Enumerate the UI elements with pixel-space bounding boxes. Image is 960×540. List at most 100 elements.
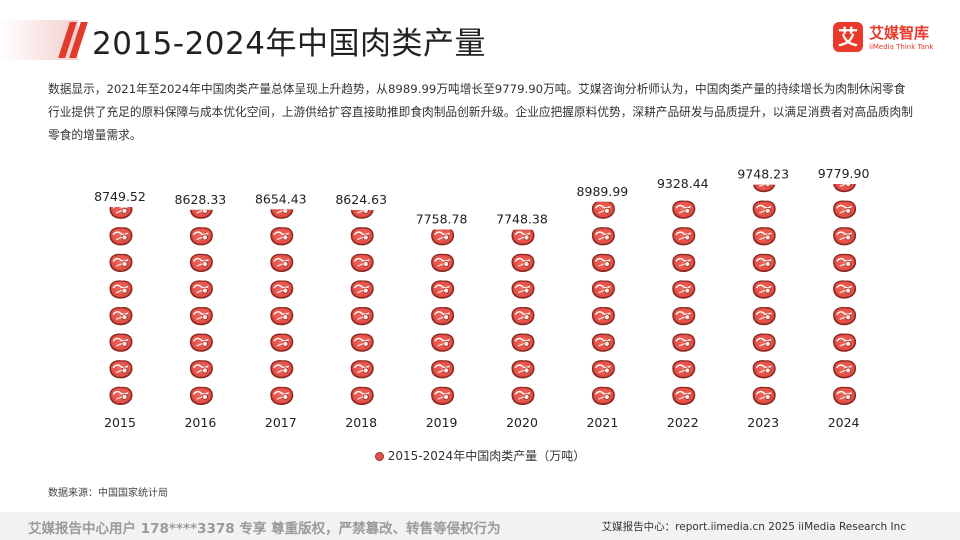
- x-tick-label: 2015: [104, 415, 136, 430]
- steak-icon: [752, 280, 776, 299]
- steak-icon: [511, 386, 535, 405]
- steak-icon: [511, 253, 535, 272]
- steak-icon: [351, 147, 374, 165]
- steak-icon: [431, 386, 455, 405]
- steak-icon: [431, 280, 455, 299]
- steak-icon: [270, 280, 294, 299]
- data-label: 7748.38: [496, 212, 548, 227]
- steak-icon: [189, 209, 213, 219]
- bar-2017: [270, 174, 294, 405]
- data-label: 9328.44: [657, 176, 709, 191]
- steak-icon: [512, 147, 535, 165]
- steak-icon: [672, 227, 696, 246]
- bar-2018: [350, 147, 374, 405]
- x-tick-label: 2019: [426, 415, 458, 430]
- steak-icon: [752, 253, 776, 272]
- steak-icon: [752, 360, 776, 379]
- steak-icon: [431, 229, 455, 246]
- steak-icon: [753, 147, 776, 165]
- steak-icon: [672, 386, 696, 405]
- steak-icon: [591, 306, 615, 326]
- steak-icon: [833, 200, 857, 219]
- steak-icon: [752, 200, 776, 219]
- data-label: 8989.99: [577, 184, 629, 199]
- steak-icon: [833, 280, 857, 299]
- x-tick-label: 2020: [506, 415, 538, 430]
- steak-icon: [109, 227, 133, 246]
- steak-icon: [270, 306, 294, 326]
- steak-icon: [672, 306, 696, 326]
- x-tick-label: 2021: [586, 415, 618, 430]
- legend-label: 2015-2024年中国肉类产量（万吨）: [387, 449, 586, 463]
- steak-icon: [270, 333, 294, 352]
- steak-icon: [270, 227, 294, 246]
- steak-icon: [511, 360, 535, 379]
- steak-icon: [270, 253, 294, 272]
- x-tick-label: 2023: [747, 415, 779, 430]
- steak-icon: [350, 306, 374, 326]
- steak-icon: [752, 333, 776, 352]
- logo-name-en: iiMedia Think Tank: [869, 43, 934, 51]
- steak-icon: [833, 333, 857, 352]
- steak-icon: [350, 360, 374, 379]
- logo-name-cn: 艾媒智库: [869, 24, 930, 42]
- steak-legend-icon: [374, 452, 384, 461]
- footer: 艾媒报告中心用户 178****3378 专享 尊重版权，严禁篡改、转售等侵权行…: [0, 512, 960, 540]
- x-tick-label: 2022: [667, 415, 699, 430]
- steak-icon: [189, 333, 213, 352]
- steak-icon: [431, 253, 455, 272]
- chart-legend: 2015-2024年中国肉类产量（万吨）: [0, 447, 960, 464]
- x-tick-label: 2018: [345, 415, 377, 430]
- steak-icon: [110, 147, 133, 165]
- steak-icon: [833, 227, 857, 246]
- data-label: 7758.78: [416, 211, 468, 226]
- steak-icon: [833, 253, 857, 272]
- data-source: 数据来源：中国国家统计局: [48, 488, 168, 499]
- steak-icon: [190, 174, 213, 192]
- data-label: 8628.33: [175, 192, 227, 207]
- steak-icon: [512, 174, 535, 192]
- bar-2024: [833, 147, 857, 405]
- steak-icon: [833, 386, 857, 405]
- steak-icon: [270, 386, 294, 405]
- steak-icon: [270, 209, 294, 219]
- x-tick-label: 2024: [828, 415, 860, 430]
- steak-icon: [431, 360, 455, 379]
- steak-icon: [431, 333, 455, 352]
- steak-icon: [833, 184, 856, 193]
- steak-icon: [833, 147, 856, 165]
- steak-icon: [431, 147, 454, 165]
- bar-2022: [672, 200, 696, 405]
- steak-icon: [270, 174, 293, 192]
- steak-icon: [591, 386, 615, 405]
- steak-icon: [511, 280, 535, 299]
- steak-icon: [591, 360, 615, 379]
- steak-icon: [752, 386, 776, 405]
- description-paragraph: 数据显示，2021年至2024年中国肉类产量总体呈现上升趋势，从8989.99万…: [48, 82, 913, 142]
- steak-icon: [109, 386, 133, 405]
- steak-icon: [672, 253, 696, 272]
- steak-icon: [752, 306, 776, 326]
- steak-icon: [591, 253, 615, 272]
- steak-icon: [511, 333, 535, 352]
- steak-icon: [511, 306, 535, 326]
- steak-icon: [270, 360, 294, 379]
- steak-icon: [350, 209, 374, 219]
- steak-icon: [350, 227, 374, 246]
- steak-icon: [109, 207, 133, 219]
- bar-2023: [752, 147, 776, 405]
- bar-2015: [109, 147, 133, 405]
- page-title: 2015-2024年中国肉类产量: [92, 26, 486, 62]
- x-tick-label: 2017: [265, 415, 297, 430]
- title-bar: 2015-2024年中国肉类产量: [0, 14, 960, 66]
- steak-icon: [672, 280, 696, 299]
- steak-icon: [109, 333, 133, 352]
- steak-icon: [109, 280, 133, 299]
- steak-icon: [591, 280, 615, 299]
- bar-2019: [431, 147, 455, 405]
- steak-icon: [350, 333, 374, 352]
- logo-icon: 艾: [833, 22, 863, 52]
- steak-icon: [431, 174, 454, 192]
- steak-icon: [833, 360, 857, 379]
